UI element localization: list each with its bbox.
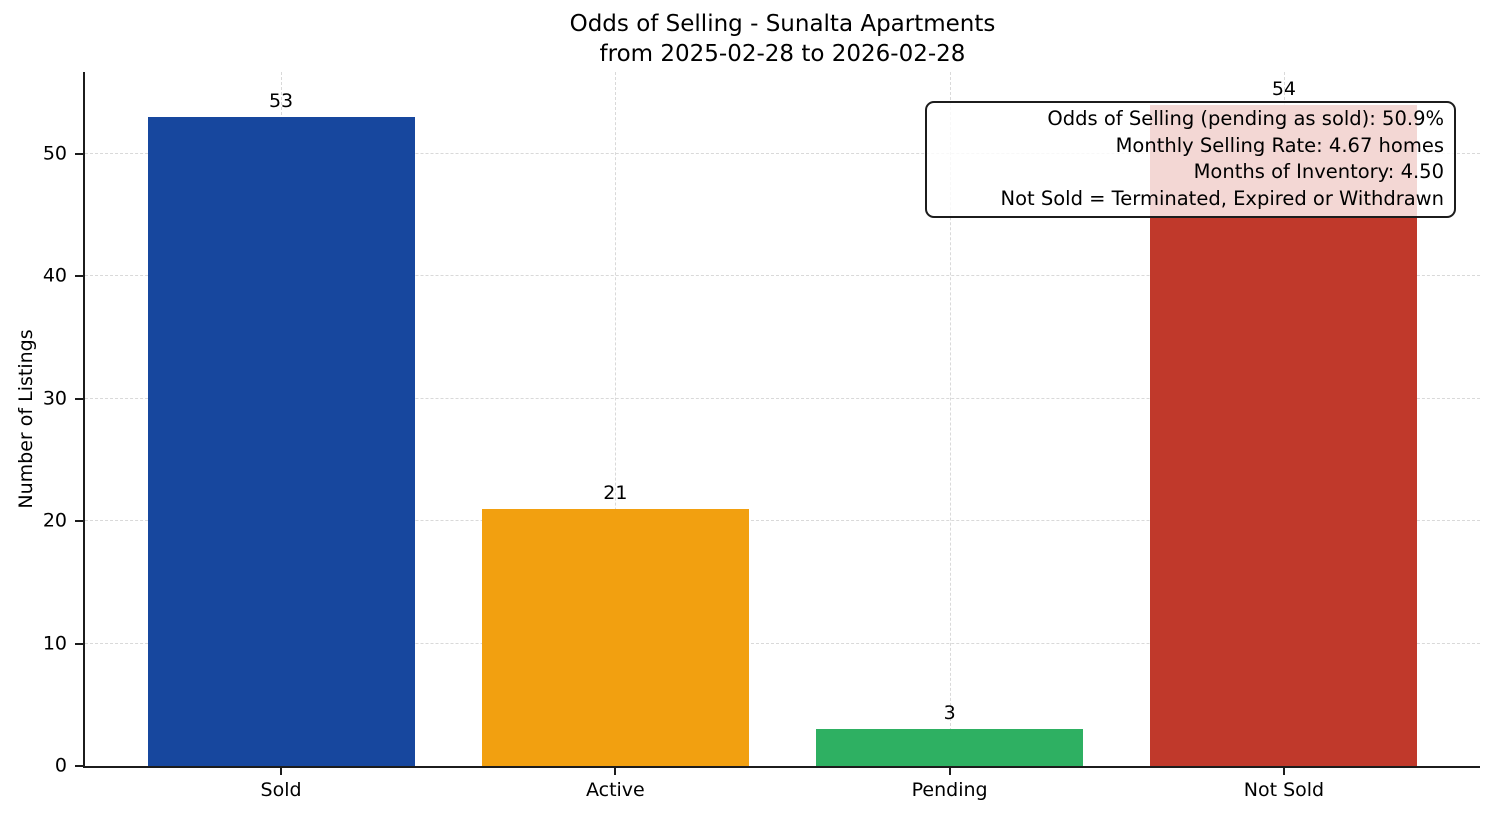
y-tick-mark	[75, 275, 85, 278]
x-tick-mark	[280, 766, 283, 775]
chart-title-line-2: from 2025-02-28 to 2026-02-28	[599, 41, 966, 67]
y-tick-mark	[75, 520, 85, 523]
bar-active	[481, 508, 749, 766]
bar-value-label-pending: 3	[943, 702, 956, 725]
bar-sold	[147, 117, 415, 766]
bar-value-label-not-sold: 54	[1271, 78, 1297, 101]
bar-value-label-active: 21	[603, 481, 628, 504]
y-tick-label: 10	[42, 632, 67, 655]
y-axis-label: Number of Listings	[15, 329, 37, 509]
annotation-line-not-sold-def: Not Sold = Terminated, Expired or Withdr…	[1000, 186, 1444, 210]
y-tick-label: 40	[42, 264, 67, 287]
y-tick-mark	[75, 153, 85, 156]
y-tick-label: 50	[42, 142, 67, 165]
grid-line-horizontal	[85, 520, 1480, 522]
y-tick-label: 0	[54, 754, 67, 777]
y-tick-mark	[75, 397, 85, 400]
x-tick-label-pending: Pending	[911, 779, 988, 801]
x-tick-label-sold: Sold	[260, 779, 302, 801]
x-tick-mark	[614, 766, 617, 775]
x-tick-label-active: Active	[585, 779, 645, 801]
x-tick-mark	[1282, 766, 1285, 775]
y-tick-mark	[75, 765, 85, 767]
y-tick-mark	[75, 642, 85, 645]
y-tick-label: 30	[42, 387, 67, 410]
annotation-box: Odds of Selling (pending as sold): 50.9%…	[925, 101, 1456, 218]
bar-pending	[816, 729, 1084, 766]
grid-line-horizontal	[85, 397, 1480, 399]
grid-line-horizontal	[85, 153, 1480, 155]
chart-title-line-1: Odds of Selling - Sunalta Apartments	[569, 11, 996, 37]
annotation-line-odds: Odds of Selling (pending as sold): 50.9%	[1047, 107, 1444, 130]
x-tick-mark	[948, 766, 951, 775]
chart-title: Odds of Selling - Sunalta Apartments fro…	[85, 9, 1480, 69]
y-tick-label: 20	[42, 509, 67, 532]
bar-value-label-sold: 53	[268, 90, 294, 113]
x-tick-label-not-sold: Not Sold	[1243, 779, 1325, 801]
annotation-line-monthly-rate: Monthly Selling Rate: 4.67 homes	[1115, 133, 1444, 157]
grid-line-horizontal	[85, 275, 1480, 277]
grid-line-vertical	[615, 72, 617, 766]
annotation-line-inventory: Months of Inventory: 4.50	[1193, 160, 1444, 183]
grid-line-horizontal	[85, 642, 1480, 644]
grid-line-vertical	[949, 72, 951, 766]
